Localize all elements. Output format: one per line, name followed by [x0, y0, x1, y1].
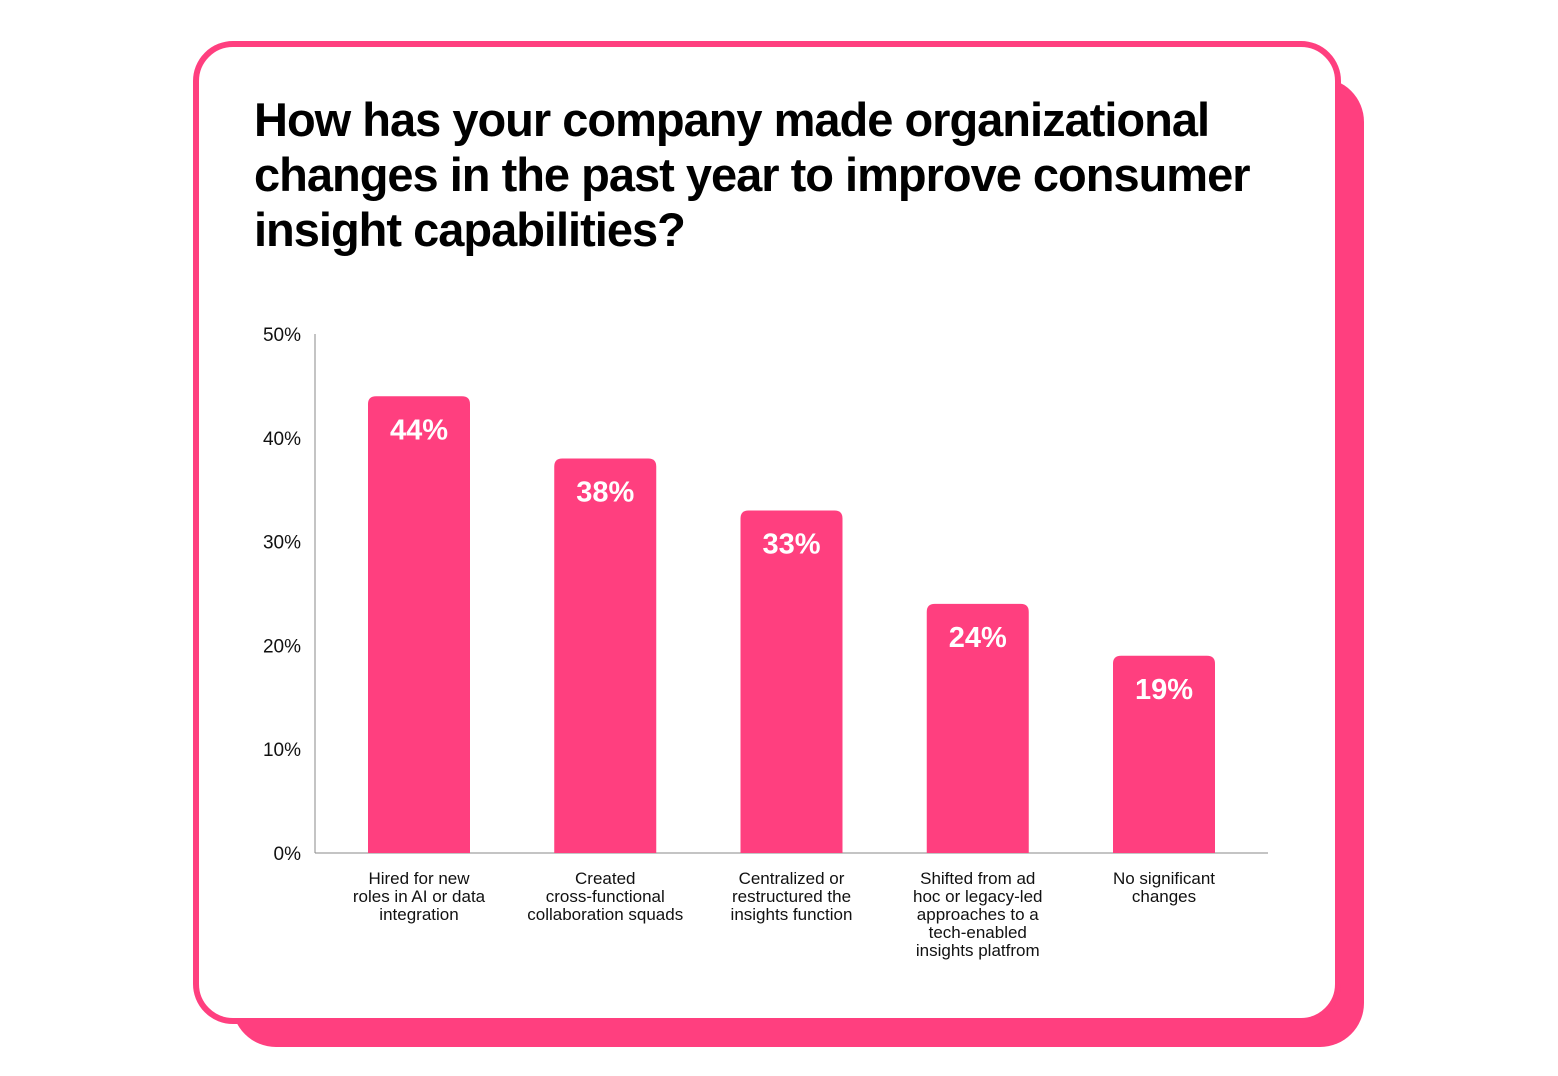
bar: [554, 458, 657, 853]
category-label: Shifted from ad hoc or legacy-led approach…: [913, 869, 1042, 960]
category-labels: Hired for new roles in AI or data integrat…: [353, 869, 1215, 960]
category-label: Hired for new roles in AI or data integrat…: [353, 869, 486, 924]
bar-data-labels: 44% 38% 33% 24% 19%: [390, 414, 1193, 706]
y-tick-label: 20%: [263, 636, 301, 657]
y-tick-label: 30%: [263, 533, 301, 554]
y-tick-labels: 0% 10% 20% 30% 40% 50%: [263, 325, 301, 865]
chart-title: How has your company made organizational…: [254, 93, 1251, 256]
bar-data-label: 33%: [762, 528, 820, 560]
bar: [1113, 655, 1215, 853]
y-tick-label: 50%: [263, 325, 301, 346]
category-label: Centralized or restructured the insights f…: [731, 869, 853, 924]
bar-data-label: 44%: [390, 414, 448, 446]
bar: [926, 603, 1029, 853]
category-label: Created cross-functional collaboration squ…: [527, 869, 683, 924]
bar-data-label: 24%: [949, 622, 1007, 654]
bar-data-label: 38%: [576, 477, 634, 509]
y-tick-label: 10%: [263, 740, 301, 761]
y-tick-label: 40%: [263, 429, 301, 450]
bar-data-label: 19%: [1135, 674, 1193, 706]
category-label: No significant changes: [1113, 869, 1215, 906]
y-tick-label: 0%: [274, 844, 302, 865]
bar: [368, 396, 470, 853]
bar: [740, 510, 843, 853]
bars: [368, 396, 1215, 853]
